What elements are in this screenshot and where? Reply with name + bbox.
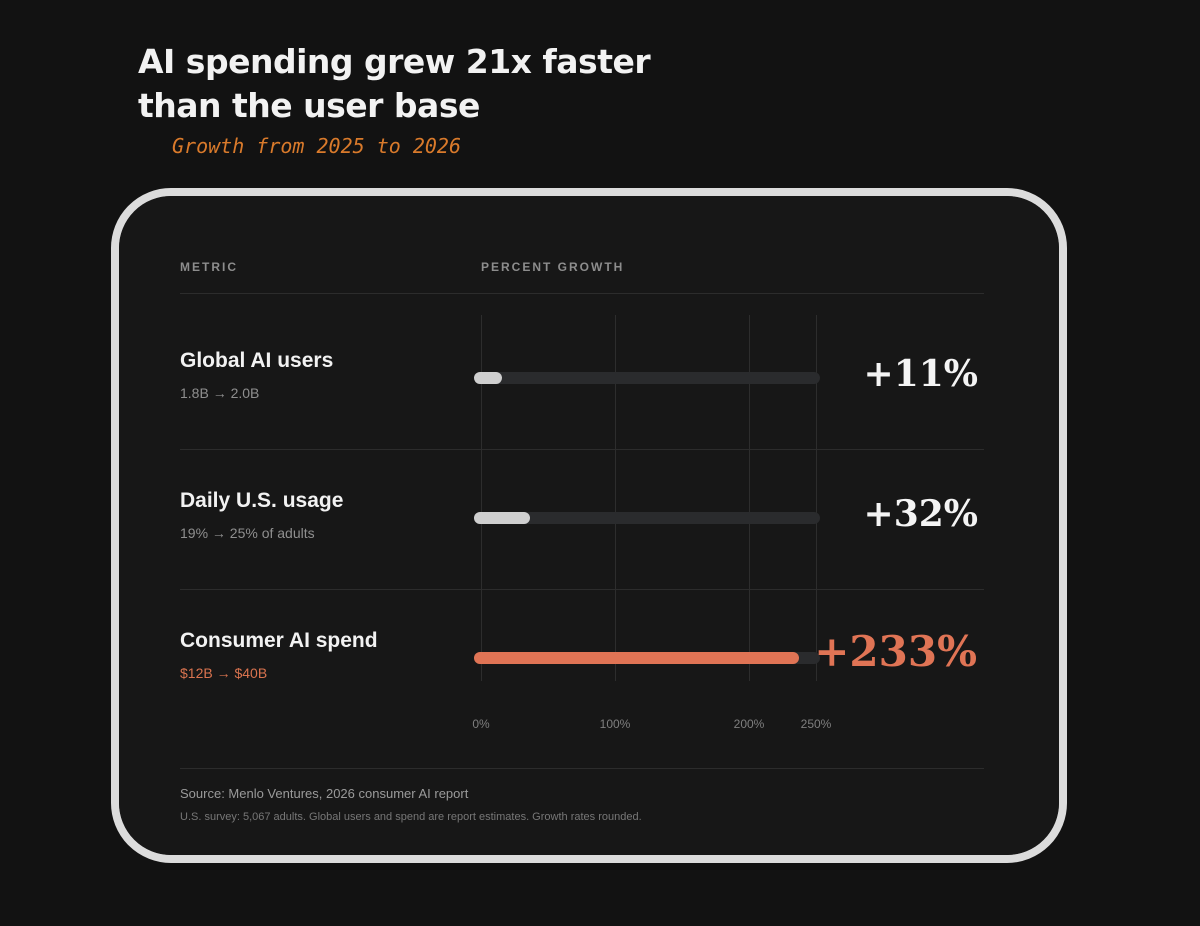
bar-track (474, 372, 820, 384)
row-label: Consumer AI spend (180, 629, 378, 652)
chart-title-line-1: AI spending grew 21x faster (138, 42, 651, 81)
x-gridline (749, 315, 750, 681)
bar-row: Global AI users 1.8B → 2.0B +11% (119, 309, 1059, 449)
bar-row: Daily U.S. usage 19% → 25% of adults +32… (119, 449, 1059, 589)
bar-value-label: +233% (814, 627, 977, 676)
x-tick-label: 200% (733, 717, 765, 731)
x-gridline (816, 315, 817, 681)
footer-divider (180, 768, 984, 769)
source-text: Source: Menlo Ventures, 2026 consumer AI… (180, 786, 469, 801)
bar (474, 652, 800, 664)
x-tick-label: 0% (472, 717, 490, 731)
header-divider (180, 293, 984, 294)
bar (474, 512, 530, 524)
chart-subtitle: Growth from 2025 to 2026 (172, 134, 461, 158)
row-divider-2 (180, 589, 984, 590)
bar-value-label: +32% (863, 493, 978, 535)
row-detail: 1.8B → 2.0B (180, 385, 260, 401)
bar-row: Consumer AI spend $12B → $40B +233% (119, 589, 1059, 729)
x-tick-label: 100% (599, 717, 631, 731)
bar (474, 372, 502, 384)
footnote-text: U.S. survey: 5,067 adults. Global users … (180, 811, 642, 823)
row-detail: 19% → 25% of adults (180, 525, 315, 541)
card-frame: METRIC PERCENT GROWTH Global AI users 1.… (111, 188, 1067, 863)
metric-column-header: METRIC (180, 260, 238, 274)
bar-track (474, 652, 820, 664)
chart-card: METRIC PERCENT GROWTH Global AI users 1.… (119, 196, 1059, 855)
growth-column-header: PERCENT GROWTH (481, 260, 625, 274)
chart-title-line-2: than the user base (138, 86, 480, 125)
row-detail: $12B → $40B (180, 665, 268, 681)
row-label: Daily U.S. usage (180, 489, 344, 512)
x-gridline (615, 315, 616, 681)
row-divider-1 (180, 449, 984, 450)
x-tick-label: 250% (800, 717, 832, 731)
x-gridline (481, 315, 482, 681)
bar-value-label: +11% (863, 353, 978, 395)
row-label: Global AI users (180, 349, 334, 372)
chart-title: AI spending grew 21x faster than the use… (138, 40, 651, 128)
bar-track (474, 512, 820, 524)
